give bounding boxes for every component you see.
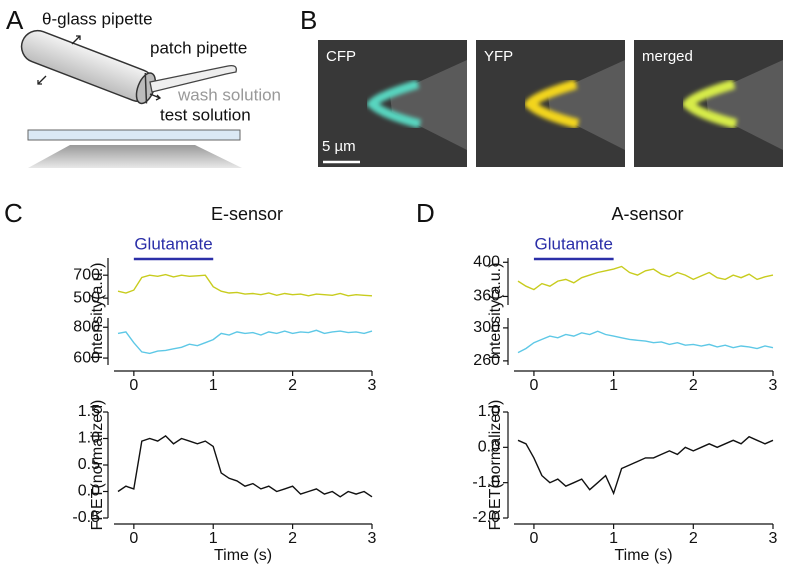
chart-title: E-sensor (211, 204, 283, 224)
y-tick-label: 360 (473, 288, 500, 305)
y-tick-label: 0.5 (78, 456, 100, 473)
micrographs: CFP YFP merged 5 µm (318, 40, 783, 167)
scale-bar-label: 5 µm (322, 138, 356, 155)
y-tick-label: -2.0 (472, 509, 500, 526)
stimulus-label: Glutamate (134, 234, 212, 253)
y-tick-label: 400 (473, 253, 500, 270)
y-axis-label: FRET(normalized) (89, 400, 106, 531)
y-tick-label: 0.0 (78, 483, 100, 500)
trace (117, 273, 373, 297)
panel-letter: B (300, 5, 317, 35)
x-tick-label: 0 (529, 377, 538, 394)
y-tick-label: 700 (73, 266, 100, 283)
y-axis-label: Intensity(a.u.) (89, 263, 106, 360)
image-label: YFP (484, 48, 513, 65)
patch-pipette (149, 64, 237, 93)
chart-title: A-sensor (611, 204, 683, 224)
diagram-label: wash solution (177, 85, 281, 104)
y-axis-label: Intensity(a.u.) (487, 263, 504, 360)
x-tick-label: 2 (689, 530, 698, 547)
stimulus-label: Glutamate (535, 234, 613, 253)
x-tick-label: 1 (609, 377, 618, 394)
theta-pipette (20, 29, 157, 105)
panel-letter: C (4, 198, 23, 228)
x-axis-label: Time (s) (614, 547, 672, 564)
x-tick-label: 3 (368, 530, 377, 547)
light-cone (28, 145, 242, 168)
x-tick-label: 3 (769, 377, 778, 394)
y-tick-label: 800 (73, 318, 100, 335)
diagram-label: test solution (160, 105, 251, 124)
setup-diagram: θ-glass pipette patch pipette wash solut… (20, 9, 281, 168)
y-tick-label: 260 (473, 352, 500, 369)
y-tick-label: 500 (73, 289, 100, 306)
x-tick-label: 2 (689, 377, 698, 394)
x-tick-label: 3 (368, 377, 377, 394)
diagram-label: θ-glass pipette (42, 9, 153, 28)
y-tick-label: 1.0 (478, 403, 500, 420)
x-tick-label: 1 (209, 377, 218, 394)
y-tick-label: -1.0 (472, 474, 500, 491)
trace (517, 435, 774, 496)
y-tick-label: -0.5 (72, 509, 100, 526)
coverslip (27, 129, 241, 141)
x-tick-label: 0 (529, 530, 538, 547)
x-tick-label: 0 (129, 530, 138, 547)
panel-letter: A (6, 5, 24, 35)
y-tick-label: 300 (473, 319, 500, 336)
x-tick-label: 1 (209, 530, 218, 547)
arrows (37, 35, 162, 101)
y-tick-label: 600 (73, 349, 100, 366)
y-tick-label: 1.0 (78, 430, 100, 447)
trace (517, 265, 774, 291)
image-merged (634, 40, 783, 167)
x-tick-label: 0 (129, 377, 138, 394)
trace (117, 435, 373, 498)
image-label: merged (642, 48, 693, 65)
y-tick-label: 1.5 (78, 403, 100, 420)
image-cfp (318, 40, 467, 167)
y-tick-label: 0.0 (478, 439, 500, 456)
image-label: CFP (326, 48, 356, 65)
trace (117, 329, 373, 355)
image-yfp (476, 40, 625, 167)
x-axis-label: Time (s) (214, 547, 272, 564)
x-tick-label: 2 (288, 377, 297, 394)
panel-letter: D (416, 198, 435, 228)
x-tick-label: 1 (609, 530, 618, 547)
diagram-label: patch pipette (150, 38, 247, 57)
x-tick-label: 3 (769, 530, 778, 547)
y-axis-label: FRET(normalized) (487, 400, 504, 531)
trace (517, 330, 774, 354)
x-tick-label: 2 (288, 530, 297, 547)
